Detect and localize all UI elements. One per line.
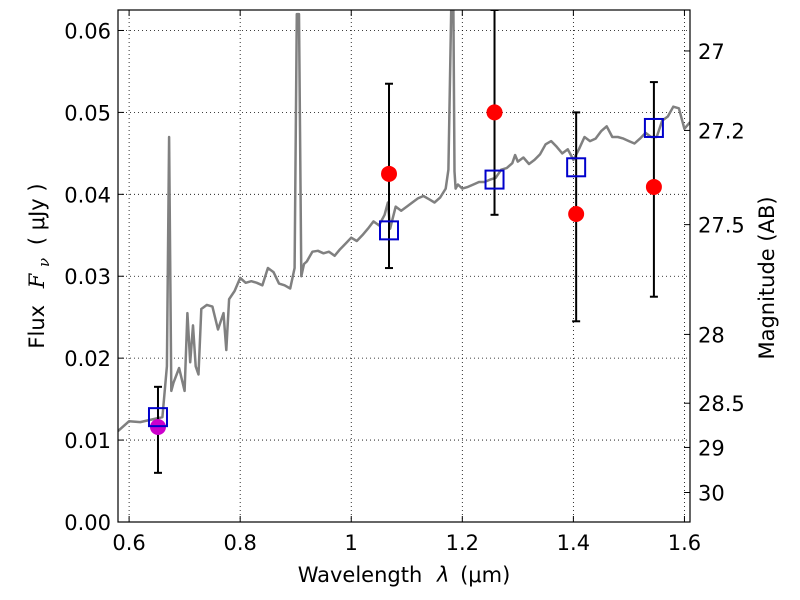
y2-tick-label: 27 — [698, 40, 725, 64]
y-tick-label: 0.03 — [64, 265, 111, 289]
y2-tick-label: 28.5 — [698, 392, 745, 416]
marker-series — [147, 104, 664, 435]
x-axis-label: Wavelength λ (μm) — [298, 563, 511, 587]
square-marker — [379, 220, 400, 241]
x-tick-label: 1.4 — [557, 531, 590, 555]
spectrum-series — [118, 10, 690, 433]
grid-lines — [118, 10, 690, 523]
square-marker — [147, 407, 168, 428]
x-tick-label: 0.8 — [223, 531, 256, 555]
circle-marker — [381, 165, 398, 182]
square-marker — [484, 169, 505, 190]
square-marker — [566, 157, 587, 178]
y2-tick-label: 28 — [698, 323, 725, 347]
spectrum-line — [118, 10, 690, 433]
y-tick-label: 0.04 — [64, 183, 111, 207]
circle-marker — [486, 104, 503, 121]
y2-axis-ticks: 27 27.2 27.5 28 28.5 29 30 — [684, 40, 745, 506]
x-axis-ticks: 0.6 0.8 1 1.2 1.4 1.6 — [112, 10, 701, 555]
y-tick-label: 0.05 — [64, 101, 111, 125]
y-tick-label: 0.02 — [64, 347, 111, 371]
x-tick-label: 1.6 — [668, 531, 701, 555]
x-tick-label: 1 — [345, 531, 358, 555]
y-axis-ticks: 0.00 0.01 0.02 0.03 0.04 0.05 0.06 — [64, 19, 124, 535]
y2-axis-label: Magnitude (AB) — [755, 196, 779, 359]
y-tick-label: 0.01 — [64, 429, 111, 453]
y2-tick-label: 30 — [698, 482, 725, 506]
plot-frame — [117, 9, 691, 523]
y-tick-label: 0.00 — [64, 511, 111, 535]
errorbar-series — [153, 10, 658, 474]
y2-tick-label: 29 — [698, 436, 725, 460]
circle-marker — [645, 178, 662, 195]
y-axis-label: Flux F ν ( μJy ) — [25, 183, 54, 348]
x-tick-label: 0.6 — [112, 531, 145, 555]
square-marker — [643, 117, 664, 138]
x-tick-label: 1.2 — [446, 531, 479, 555]
y-tick-label: 0.06 — [64, 19, 111, 43]
y2-tick-label: 27.5 — [698, 214, 745, 238]
circle-marker — [568, 205, 585, 222]
y2-tick-label: 27.2 — [698, 119, 745, 143]
